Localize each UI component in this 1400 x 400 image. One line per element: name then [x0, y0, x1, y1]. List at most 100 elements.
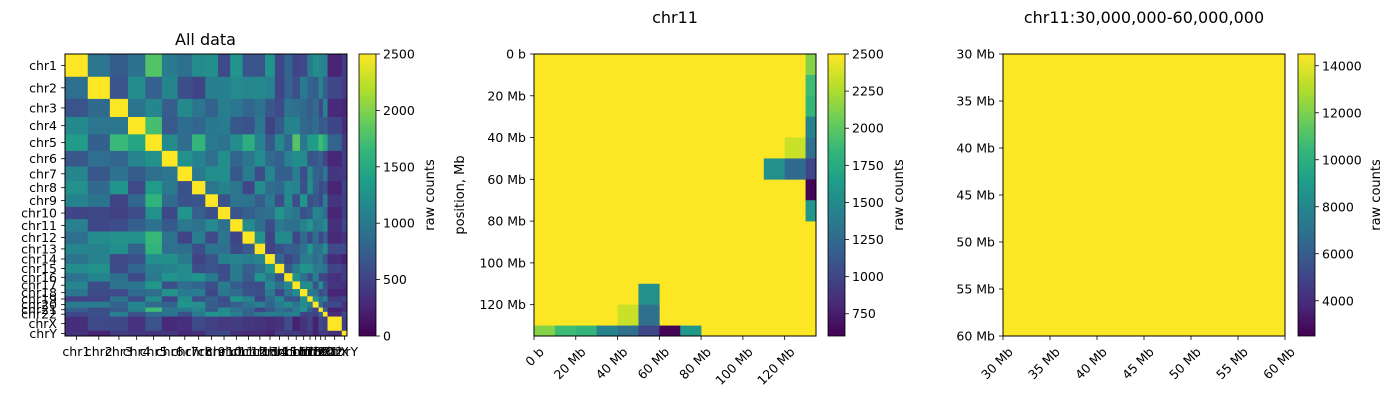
panel1-y-tick-label: chrY [29, 326, 57, 341]
panel1-block [254, 307, 266, 313]
panel1-block [292, 150, 301, 167]
panel1-block [230, 311, 243, 317]
panel3-x-ticks: 30 Mb 35 Mb 40 Mb 45 Mb 50 Mb 55 Mb 60 Mb [978, 336, 1298, 382]
panel1-x-tick-label: chr21 [303, 344, 339, 359]
panel1-heatmap [65, 54, 348, 337]
panel1-block [265, 231, 276, 244]
panel2-cell [617, 304, 639, 326]
panel1-block [127, 289, 146, 297]
panel1-block [265, 307, 276, 313]
panel3-heatmap-fill [1003, 54, 1285, 336]
panel1-y-tick-label: chr15 [21, 261, 57, 276]
panel1-block [318, 231, 324, 244]
panel1-block [87, 301, 111, 308]
panel1-block [205, 206, 219, 220]
panel1-block [87, 243, 111, 255]
panel1-block [242, 311, 255, 317]
panel1-block [307, 316, 314, 332]
panel1-block [205, 307, 219, 313]
panel1-block [109, 316, 129, 332]
panel1-block [341, 219, 348, 232]
panel1-block [127, 273, 146, 282]
panel1-block [65, 254, 89, 265]
panel3-y-tick-label: 60 Mb [956, 329, 995, 344]
panel1-block [127, 316, 146, 332]
panel1-x-tick-label: chr20 [298, 344, 334, 359]
panel1-block [322, 181, 328, 195]
panel1-block [109, 116, 129, 135]
panel1-block [292, 243, 301, 255]
panel1-block [177, 194, 193, 208]
colorbar-tick-label: 2000 [852, 121, 884, 136]
panel2-cell [805, 54, 817, 76]
panel1-block [265, 243, 276, 255]
panel1-block [307, 311, 314, 317]
panel1-x-tick-label: chr10 [206, 344, 242, 359]
panel1-block [274, 116, 285, 135]
panel1-block [341, 116, 348, 135]
panel1-block [307, 273, 314, 282]
panel1-block [284, 330, 293, 337]
panel1-block [177, 231, 193, 244]
panel1-y-tick-label: chr5 [29, 135, 57, 150]
panel2-cell [805, 179, 817, 201]
panel1-block [274, 54, 285, 78]
panel1-block [284, 194, 293, 208]
panel1-block [322, 219, 328, 232]
panel1-block [307, 150, 314, 167]
panel1-block [217, 243, 231, 255]
panel1-block [307, 243, 314, 255]
colorbar-tick-label: 1000 [383, 216, 415, 231]
panel1-block [65, 243, 89, 255]
panel1-block [312, 231, 319, 244]
panel1-block [127, 263, 146, 274]
panel1-block [307, 330, 314, 337]
panel1-block [242, 219, 255, 232]
panel2-y-tick-label: 120 Mb [479, 297, 526, 312]
panel1-block [87, 307, 111, 313]
panel1-block [127, 330, 146, 337]
panel1-block [318, 98, 324, 118]
panel1-block [205, 98, 219, 118]
panel1-block [322, 254, 328, 265]
panel2-y-tick-label: 40 Mb [487, 130, 526, 145]
panel1-block [265, 316, 276, 332]
panel1-block [177, 316, 193, 332]
panel1-block [318, 273, 324, 282]
panel1-block [127, 54, 146, 78]
panel1-block [254, 296, 266, 303]
panel1-block [274, 181, 285, 195]
panel1-block [177, 76, 193, 100]
panel1-block [192, 254, 206, 265]
panel2-y-tick-label: 0 b [506, 47, 526, 62]
panel1-block [284, 263, 293, 274]
panel1-block [312, 307, 319, 313]
panel1-block [265, 54, 276, 78]
panel1-block [254, 243, 266, 255]
panel2-y-tick-label: 20 Mb [487, 88, 526, 103]
panel1-block [230, 243, 243, 255]
panel1-y-tick-label: chr19 [21, 292, 57, 307]
panel1-block [341, 311, 348, 317]
colorbar-tick-label: 1250 [852, 232, 884, 247]
panel1-block [300, 181, 308, 195]
panel2-cell [805, 116, 817, 138]
panel1-x-tick-label: chr11 [218, 344, 254, 359]
panel1-block [292, 296, 301, 303]
panel1-block [254, 281, 266, 290]
panel2-colorbar: 750 1000 1250 1500 1750 2000 2250 2500 raw coun… [827, 47, 907, 337]
panel1-block [177, 311, 193, 317]
colorbar-tick-label: 6000 [1322, 246, 1354, 261]
panel2-y-tick-label: 60 Mb [487, 172, 526, 187]
panel2-cell [659, 325, 681, 337]
panel1-y-tick-label: chr11 [21, 218, 57, 233]
panel2-heatmap [534, 54, 817, 337]
panel1-x-tick-label: chr5 [140, 344, 168, 359]
panel1-block [109, 219, 129, 232]
panel1-block [312, 301, 319, 308]
panel1-block [161, 194, 178, 208]
panel1-block [192, 181, 206, 195]
panel1-block [307, 54, 314, 78]
panel1-block [327, 263, 343, 274]
panel1-block [161, 273, 178, 282]
